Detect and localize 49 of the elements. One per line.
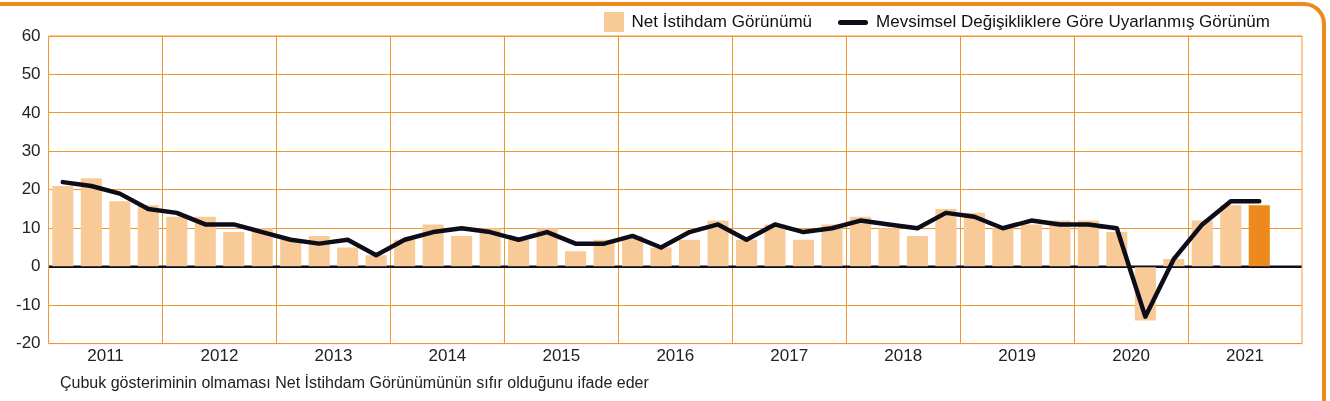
bar: [792, 239, 815, 267]
x-tick-label: 2011: [87, 346, 124, 366]
bar: [508, 239, 530, 267]
bar: [650, 247, 672, 267]
bar: [992, 228, 1014, 267]
x-tick-label: 2015: [542, 346, 581, 366]
y-tick-label: 60: [21, 25, 41, 45]
y-tick-label: 30: [21, 141, 41, 161]
y-tick-label: 0: [31, 256, 41, 276]
bar: [878, 228, 900, 267]
bar: [963, 212, 985, 267]
bar: [1248, 205, 1270, 267]
bar: [678, 239, 701, 267]
bar: [1220, 205, 1242, 267]
bar: [764, 224, 786, 267]
bar: [223, 232, 245, 267]
bar: [451, 235, 473, 267]
x-tick-label: 2018: [884, 346, 923, 366]
x-tick-label: 2014: [428, 346, 467, 366]
bar: [735, 239, 758, 267]
bar: [1020, 224, 1042, 267]
bar: [906, 235, 928, 267]
x-tick-label: 2021: [1226, 346, 1264, 366]
y-tick-label: 50: [21, 64, 41, 84]
text: Çubuk gösteriminin olmaması Net İstihdam Görünümünün sıfır olduğunu ifade eder: [60, 374, 649, 392]
y-tick-label: -20: [15, 333, 41, 353]
bar: [280, 239, 302, 267]
bar: [80, 178, 102, 267]
x-tick-label: 2013: [314, 346, 353, 366]
x-tick-label: 2012: [200, 346, 239, 366]
y-tick-label: 10: [21, 217, 41, 237]
legend-label: Net İstihdam Görünümü: [631, 12, 813, 32]
bar: [935, 209, 957, 267]
bar: [365, 255, 387, 267]
bar: [137, 205, 159, 267]
bar: [166, 216, 188, 267]
x-tick-label: 2017: [770, 346, 809, 366]
x-tick-label: 2016: [656, 346, 695, 366]
bar: [821, 224, 843, 267]
bar: [109, 201, 131, 267]
bar: [565, 251, 587, 267]
x-tick-label: 2020: [1112, 346, 1150, 366]
y-tick-label: 20: [21, 179, 41, 199]
x-tick-label: 2019: [998, 346, 1037, 366]
legend-label: Mevsimsel Değişikliklere Göre Uyarlanmış Görünüm: [876, 12, 1270, 32]
bar: [52, 185, 74, 267]
bar: [337, 247, 359, 267]
y-tick-label: -10: [15, 294, 41, 314]
y-tick-label: 40: [21, 102, 41, 122]
